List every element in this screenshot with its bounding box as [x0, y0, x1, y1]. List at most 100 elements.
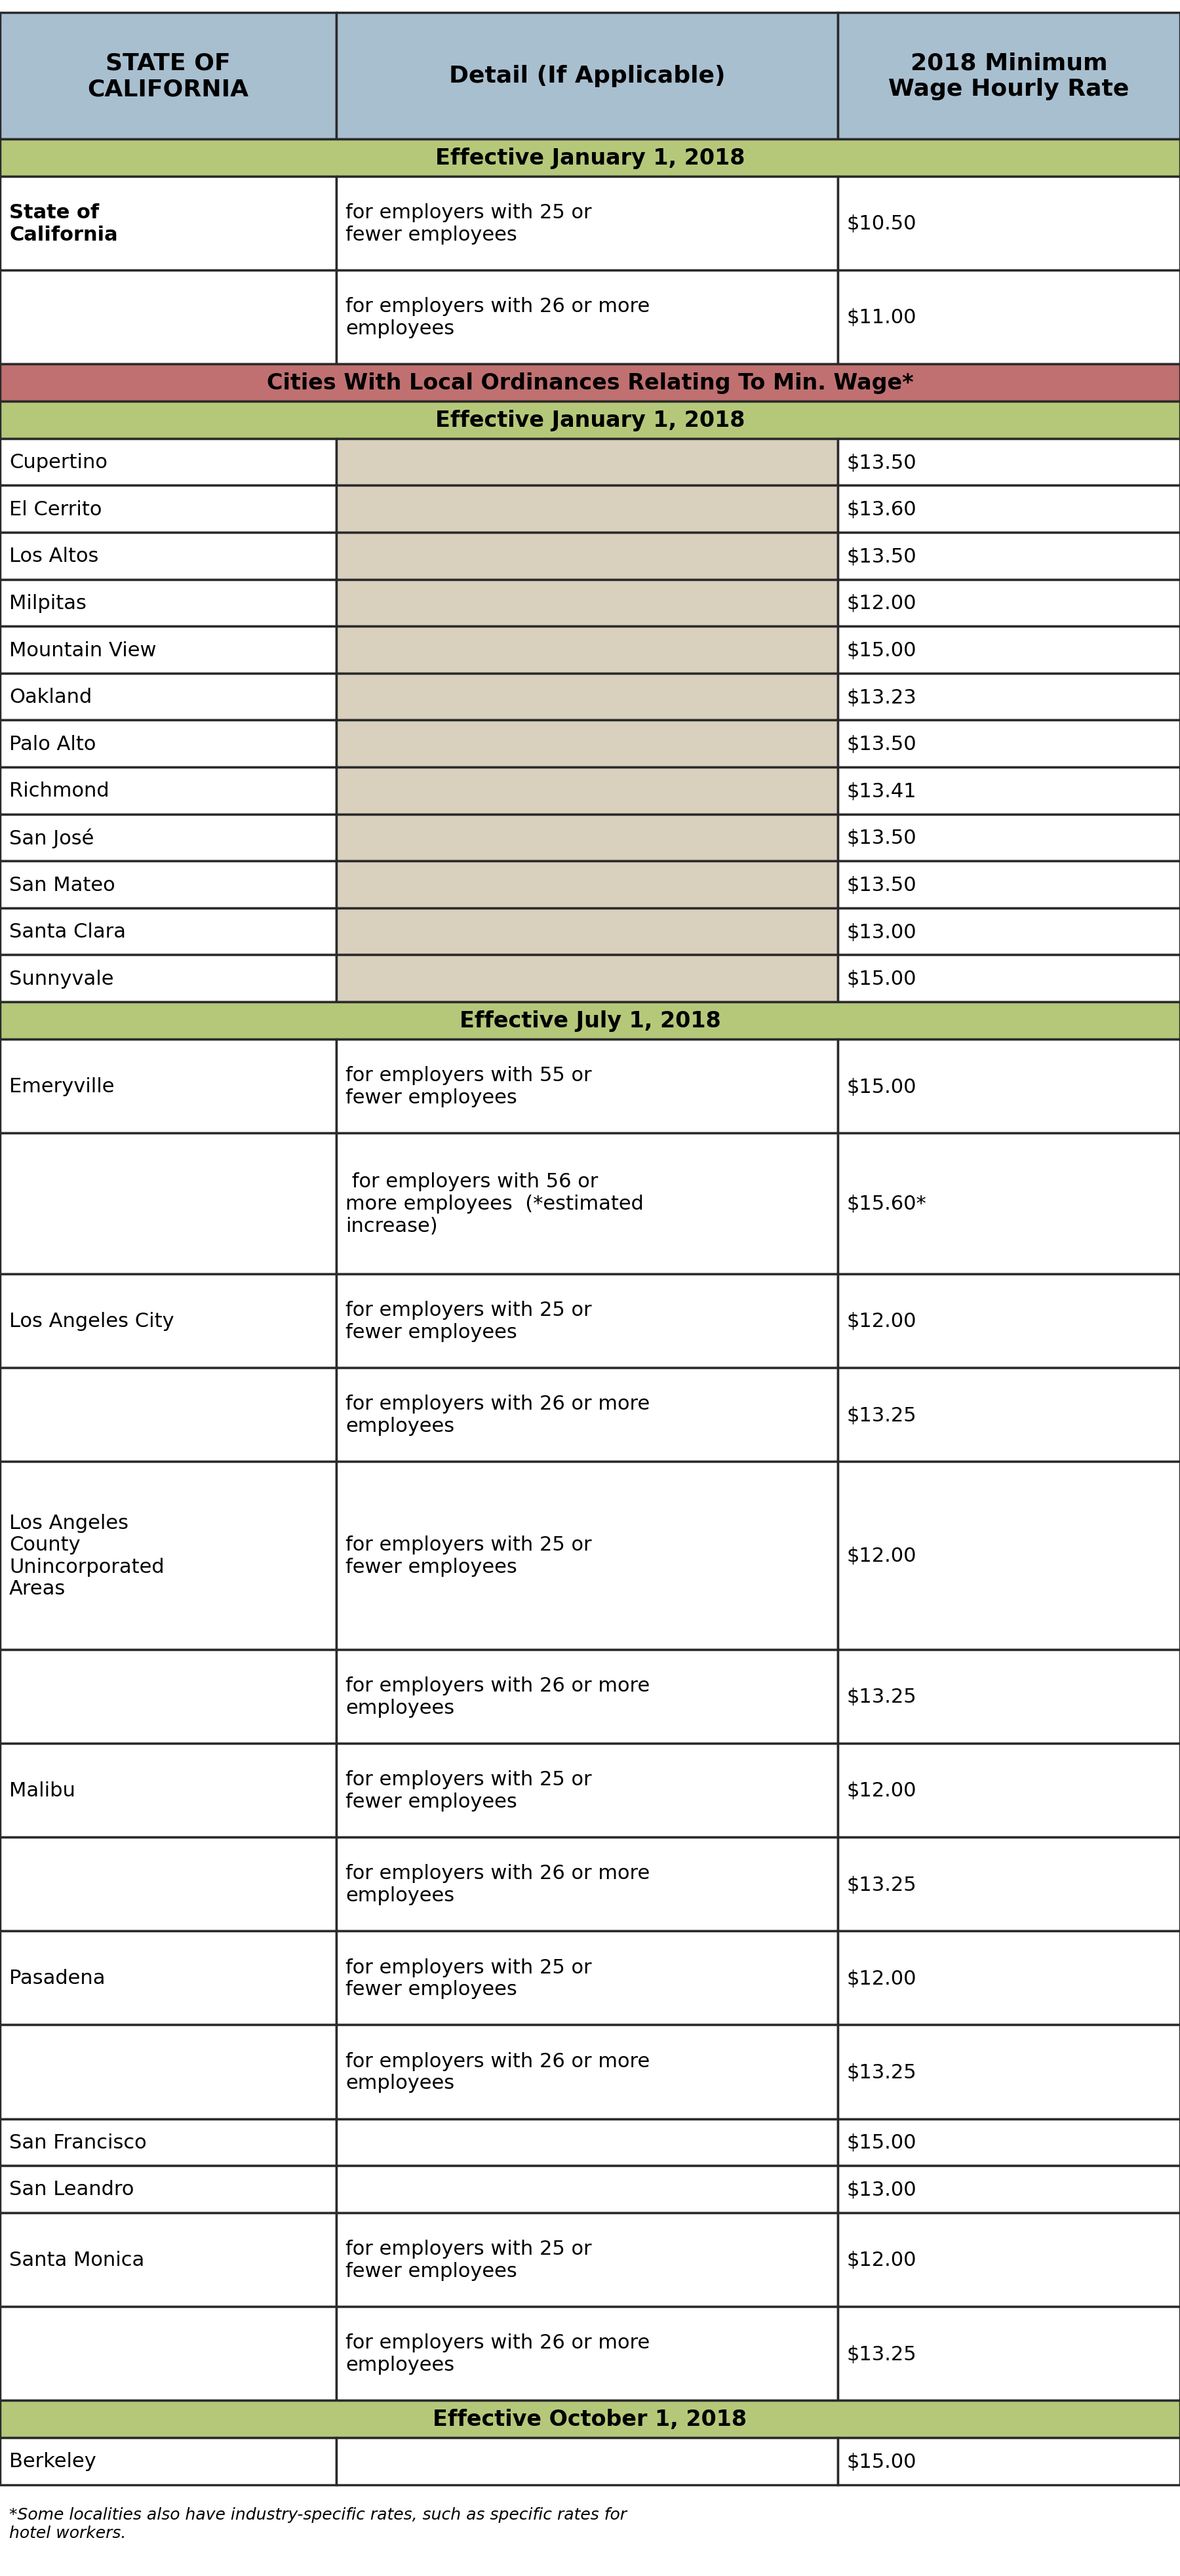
- Bar: [0, 721, 336, 768]
- Bar: [838, 1932, 1180, 2025]
- Bar: [838, 2306, 1180, 2401]
- Text: Berkeley: Berkeley: [9, 2452, 97, 2470]
- Bar: [336, 2025, 838, 2120]
- Text: Richmond: Richmond: [9, 781, 110, 801]
- Bar: [838, 909, 1180, 956]
- Bar: [838, 675, 1180, 721]
- Bar: [336, 860, 838, 909]
- Text: for employers with 25 or
fewer employees: for employers with 25 or fewer employees: [346, 1301, 591, 1342]
- Text: for employers with 25 or
fewer employees: for employers with 25 or fewer employees: [346, 1535, 591, 1577]
- Bar: [0, 487, 336, 533]
- Text: for employers with 26 or more
employees: for employers with 26 or more employees: [346, 1677, 650, 1718]
- Bar: [0, 2213, 336, 2306]
- Text: $13.50: $13.50: [847, 876, 917, 894]
- Bar: [838, 1649, 1180, 1744]
- Text: $13.00: $13.00: [847, 2179, 917, 2200]
- Text: $13.41: $13.41: [847, 781, 917, 801]
- Text: $13.25: $13.25: [847, 1406, 917, 1425]
- Bar: [336, 1461, 838, 1649]
- Text: $13.25: $13.25: [847, 1687, 917, 1705]
- Text: for employers with 25 or
fewer employees: for employers with 25 or fewer employees: [346, 1770, 591, 1811]
- Bar: [0, 2120, 336, 2166]
- Bar: [336, 675, 838, 721]
- Bar: [336, 178, 838, 270]
- Bar: [336, 956, 838, 1002]
- Text: $13.00: $13.00: [847, 922, 917, 940]
- Bar: [0, 1368, 336, 1461]
- Text: $13.25: $13.25: [847, 2344, 917, 2362]
- Bar: [838, 2213, 1180, 2306]
- Bar: [336, 13, 838, 139]
- Text: El Cerrito: El Cerrito: [9, 500, 101, 518]
- Bar: [336, 270, 838, 363]
- Bar: [336, 1275, 838, 1368]
- Text: $15.00: $15.00: [847, 2452, 917, 2470]
- Text: Los Angeles City: Los Angeles City: [9, 1311, 175, 1332]
- Bar: [838, 1041, 1180, 1133]
- Bar: [0, 1837, 336, 1932]
- Bar: [838, 13, 1180, 139]
- Bar: [0, 1461, 336, 1649]
- Text: Detail (If Applicable): Detail (If Applicable): [448, 64, 726, 88]
- Text: *Some localities also have industry-specific rates, such as specific rates for
h: *Some localities also have industry-spec…: [9, 2506, 627, 2540]
- Bar: [0, 860, 336, 909]
- Text: $13.50: $13.50: [847, 546, 917, 567]
- Bar: [0, 626, 336, 675]
- Bar: [838, 2025, 1180, 2120]
- Bar: [336, 2213, 838, 2306]
- Bar: [838, 768, 1180, 814]
- Text: for employers with 26 or more
employees: for employers with 26 or more employees: [346, 296, 650, 337]
- Text: $10.50: $10.50: [847, 214, 917, 234]
- Bar: [336, 626, 838, 675]
- Text: Cities With Local Ordinances Relating To Min. Wage*: Cities With Local Ordinances Relating To…: [267, 374, 913, 394]
- Text: Effective January 1, 2018: Effective January 1, 2018: [435, 410, 745, 430]
- Text: $12.00: $12.00: [847, 1968, 917, 1989]
- Text: Malibu: Malibu: [9, 1780, 76, 1801]
- Bar: [336, 533, 838, 580]
- Text: Effective October 1, 2018: Effective October 1, 2018: [433, 2409, 747, 2429]
- Text: Effective July 1, 2018: Effective July 1, 2018: [459, 1010, 721, 1030]
- Text: $13.60: $13.60: [847, 500, 917, 518]
- Bar: [0, 1649, 336, 1744]
- Text: for employers with 26 or more
employees: for employers with 26 or more employees: [346, 2050, 650, 2092]
- Text: $12.00: $12.00: [847, 2251, 917, 2269]
- Bar: [336, 2437, 838, 2486]
- Bar: [0, 2025, 336, 2120]
- Text: Palo Alto: Palo Alto: [9, 734, 96, 755]
- Text: for employers with 26 or more
employees: for employers with 26 or more employees: [346, 1394, 650, 1435]
- Text: $13.25: $13.25: [847, 2063, 917, 2081]
- Bar: [838, 487, 1180, 533]
- Bar: [838, 1744, 1180, 1837]
- Bar: [0, 2306, 336, 2401]
- Text: Pasadena: Pasadena: [9, 1968, 105, 1989]
- Text: Santa Monica: Santa Monica: [9, 2251, 144, 2269]
- Bar: [336, 580, 838, 626]
- Text: Milpitas: Milpitas: [9, 595, 86, 613]
- Text: San José: San José: [9, 827, 94, 848]
- Text: for employers with 25 or
fewer employees: for employers with 25 or fewer employees: [346, 204, 591, 245]
- Bar: [838, 860, 1180, 909]
- Text: Sunnyvale: Sunnyvale: [9, 969, 113, 989]
- Bar: [336, 438, 838, 487]
- Bar: [0, 533, 336, 580]
- Text: for employers with 26 or more
employees: for employers with 26 or more employees: [346, 1862, 650, 1904]
- Text: State of
California: State of California: [9, 204, 118, 245]
- Bar: [0, 1932, 336, 2025]
- Text: for employers with 56 or
more employees  (*estimated
increase): for employers with 56 or more employees …: [346, 1172, 643, 1236]
- Bar: [0, 2401, 1180, 2437]
- Text: $12.00: $12.00: [847, 595, 917, 613]
- Text: $15.00: $15.00: [847, 1077, 917, 1095]
- Text: San Leandro: San Leandro: [9, 2179, 135, 2200]
- Bar: [336, 1649, 838, 1744]
- Bar: [838, 178, 1180, 270]
- Text: Oakland: Oakland: [9, 688, 92, 706]
- Bar: [838, 956, 1180, 1002]
- Bar: [336, 1133, 838, 1275]
- Bar: [838, 270, 1180, 363]
- Bar: [336, 1932, 838, 2025]
- Bar: [838, 721, 1180, 768]
- Text: Cupertino: Cupertino: [9, 453, 107, 471]
- Text: Santa Clara: Santa Clara: [9, 922, 126, 940]
- Bar: [0, 2437, 336, 2486]
- Bar: [838, 580, 1180, 626]
